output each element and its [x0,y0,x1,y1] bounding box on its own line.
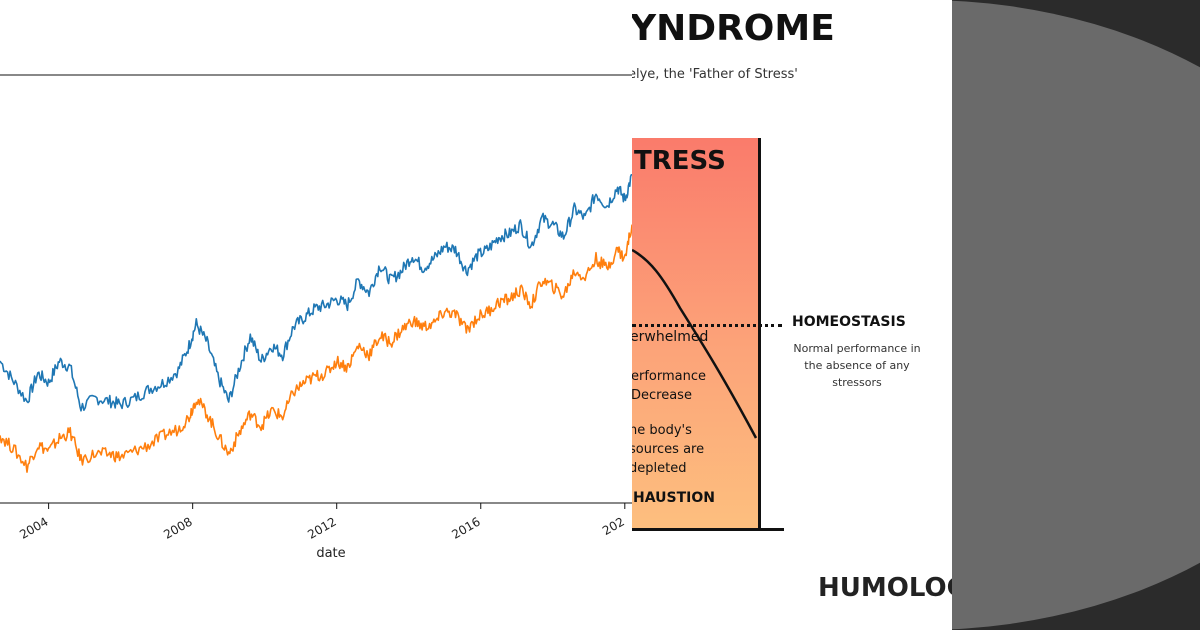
grey-circle-shape [952,0,1200,630]
body-resources-label: he body's sources are depleted [632,421,704,478]
chart-canvas: 2004 2008 2012 2016 202 date [0,74,632,561]
humology-logo: HUMOLOGY [818,573,952,603]
stock-line-chart: 2004 2008 2012 2016 202 date [0,74,632,561]
homeostasis-description: Normal performance in the absence of any… [793,342,921,389]
body-line-1: he body's [632,423,692,438]
axis-horizontal-line [632,528,784,531]
slide-title: YNDROME [632,8,835,49]
series-2-line [0,224,632,473]
body-line-2: sources are [632,442,705,457]
series-lines [0,174,632,473]
performance-label: erformance Decrease [632,367,706,405]
x-tick-label: 2004 [17,514,50,541]
performance-line-1: erformance [632,369,707,384]
x-axis-ticks: 2004 2008 2012 2016 202 [17,503,627,542]
performance-line-2: Decrease [632,388,692,403]
general-adaptation-slide: YNDROME elye, the 'Father of Stress' TRE… [632,0,952,630]
stress-label: TRESS [634,146,726,176]
slide-subtitle: elye, the 'Father of Stress' [632,67,798,82]
exhaustion-label: HAUSTION [633,490,715,506]
x-tick-label: 2016 [449,514,482,541]
series-1-line [0,174,632,412]
homeostasis-label: HOMEOSTASIS [792,314,906,330]
axis-vertical-line [758,138,761,530]
overwhelmed-label: erwhelmed [632,329,709,345]
body-line-3: depleted [632,461,687,476]
x-axis-label: date [316,546,345,561]
x-tick-label: 202 [600,514,627,538]
dark-decorative-panel [952,0,1200,630]
homeostasis-dotted-line [632,324,782,327]
x-tick-label: 2012 [305,514,338,541]
performance-curve [632,248,758,439]
x-tick-label: 2008 [161,514,194,541]
